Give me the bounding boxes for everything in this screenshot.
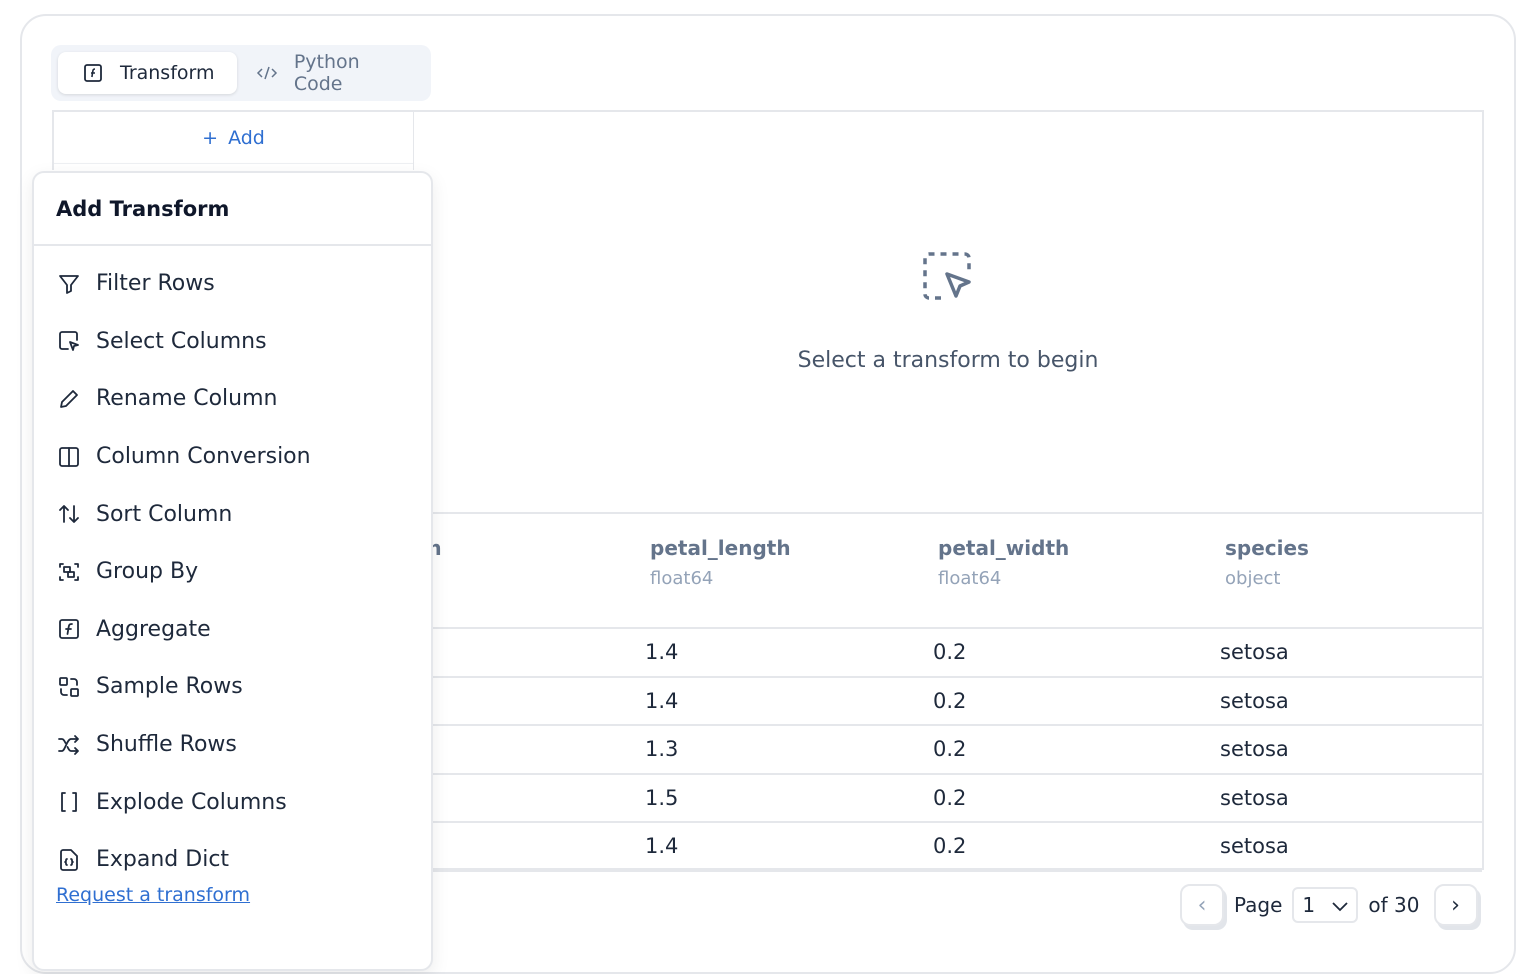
group-icon [56,559,82,585]
menu-item-label: Select Columns [96,328,267,354]
table-cell: setosa [1220,640,1289,665]
table-cell: 1.4 [645,640,679,665]
page-select[interactable]: 1 [1292,887,1359,923]
table-cell: setosa [1220,688,1289,713]
table-cell: setosa [1220,834,1289,859]
table-cell: 0.2 [933,640,967,665]
tab-python-code[interactable]: Python Code [233,51,431,95]
menu-item-sample-rows[interactable]: Sample Rows [34,658,431,716]
empty-state-message: Select a transform to begin [797,348,1099,373]
request-transform-link[interactable]: Request a transform [56,883,251,906]
menu-item-sort-column[interactable]: Sort Column [34,485,431,543]
menu-item-rename-column[interactable]: Rename Column [34,370,431,428]
table-cell: setosa [1220,785,1289,810]
empty-state: Select a transform to begin [414,250,1482,373]
column-header[interactable]: petal_width float64 [938,536,1070,589]
dashed-pointer-icon [921,252,975,308]
menu-item-label: Column Conversion [96,444,311,470]
tab-label: Transform [120,62,215,84]
page-select-value: 1 [1302,893,1316,917]
menu-item-label: Aggregate [96,616,211,642]
menu-item-label: Sort Column [96,501,233,527]
tab-label: Python Code [293,51,360,95]
menu-item-select-columns[interactable]: Select Columns [34,313,431,371]
menu-item-filter-rows[interactable]: Filter Rows [34,255,431,313]
pagination: ‹ Page 1 of 30 › [1180,884,1478,926]
menu-item-label: Explode Columns [96,789,287,815]
file-braces-icon [56,847,82,873]
menu-item-label: Rename Column [96,386,278,412]
function-square-icon [80,60,106,86]
menu-item-aggregate[interactable]: Aggregate [34,601,431,659]
table-cell: 0.2 [933,785,967,810]
menu-item-shuffle-rows[interactable]: Shuffle Rows [34,716,431,774]
menu-item-group-by[interactable]: Group By [34,543,431,601]
dropdown-title: Add Transform [34,173,431,246]
prev-page-button[interactable]: ‹ [1180,884,1224,926]
filter-icon [56,271,82,297]
columns-icon [56,444,82,470]
menu-item-label: Group By [96,559,199,585]
table-cell: 1.3 [645,737,679,762]
table-row: 1.3 0.2 setosa [284,725,1482,774]
transform-list-panel: + Add [52,110,415,170]
menu-item-expand-dict[interactable]: Expand Dict [34,831,431,889]
table-cell: 1.4 [645,834,679,859]
add-label: Add [228,126,265,149]
page-label: Page [1234,893,1283,917]
select-columns-icon [56,328,82,354]
add-transform-button[interactable]: + Add [54,112,413,164]
brackets-icon [56,789,82,815]
table-cell: 0.2 [933,688,967,713]
next-page-button[interactable]: › [1433,884,1478,926]
chevron-down-icon [1332,893,1349,917]
table-cell: setosa [1220,737,1289,762]
menu-item-label: Sample Rows [96,674,243,700]
table-cell: 1.4 [645,688,679,713]
table-row: 1.4 0.2 setosa [284,677,1482,725]
column-header[interactable]: species object [1225,536,1309,589]
table-row: 1.4 0.2 setosa [284,822,1482,871]
menu-item-label: Filter Rows [96,271,215,297]
sort-arrows-icon [56,501,82,527]
column-header[interactable]: petal_length float64 [650,536,791,589]
table-row: 1.4 0.2 setosa [284,628,1482,677]
plus-icon: + [202,126,219,149]
page-count: of 30 [1368,893,1420,917]
code-icon [255,60,280,86]
tab-bar: Transform Python Code [51,45,431,101]
menu-item-explode-columns[interactable]: Explode Columns [34,773,431,831]
table-cell: 0.2 [933,737,967,762]
shuffle-icon [56,732,82,758]
table-cell: 1.5 [645,785,679,810]
add-transform-dropdown: Add Transform Filter Rows Select Columns R… [32,171,433,971]
function-square-icon [56,616,82,642]
menu-item-label: Expand Dict [96,847,230,873]
menu-item-label: Shuffle Rows [96,732,237,758]
table-cell: 0.2 [933,834,967,859]
tab-transform[interactable]: Transform [58,52,237,94]
menu-item-column-conversion[interactable]: Column Conversion [34,428,431,486]
pencil-icon [56,386,82,412]
preview-panel: Select a transform to begin sepal_width … [284,110,1484,871]
chevron-right-icon: › [1451,892,1460,918]
sample-icon [56,674,82,700]
table-row: 1.5 0.2 setosa [284,774,1482,822]
chevron-left-icon: ‹ [1197,892,1207,918]
